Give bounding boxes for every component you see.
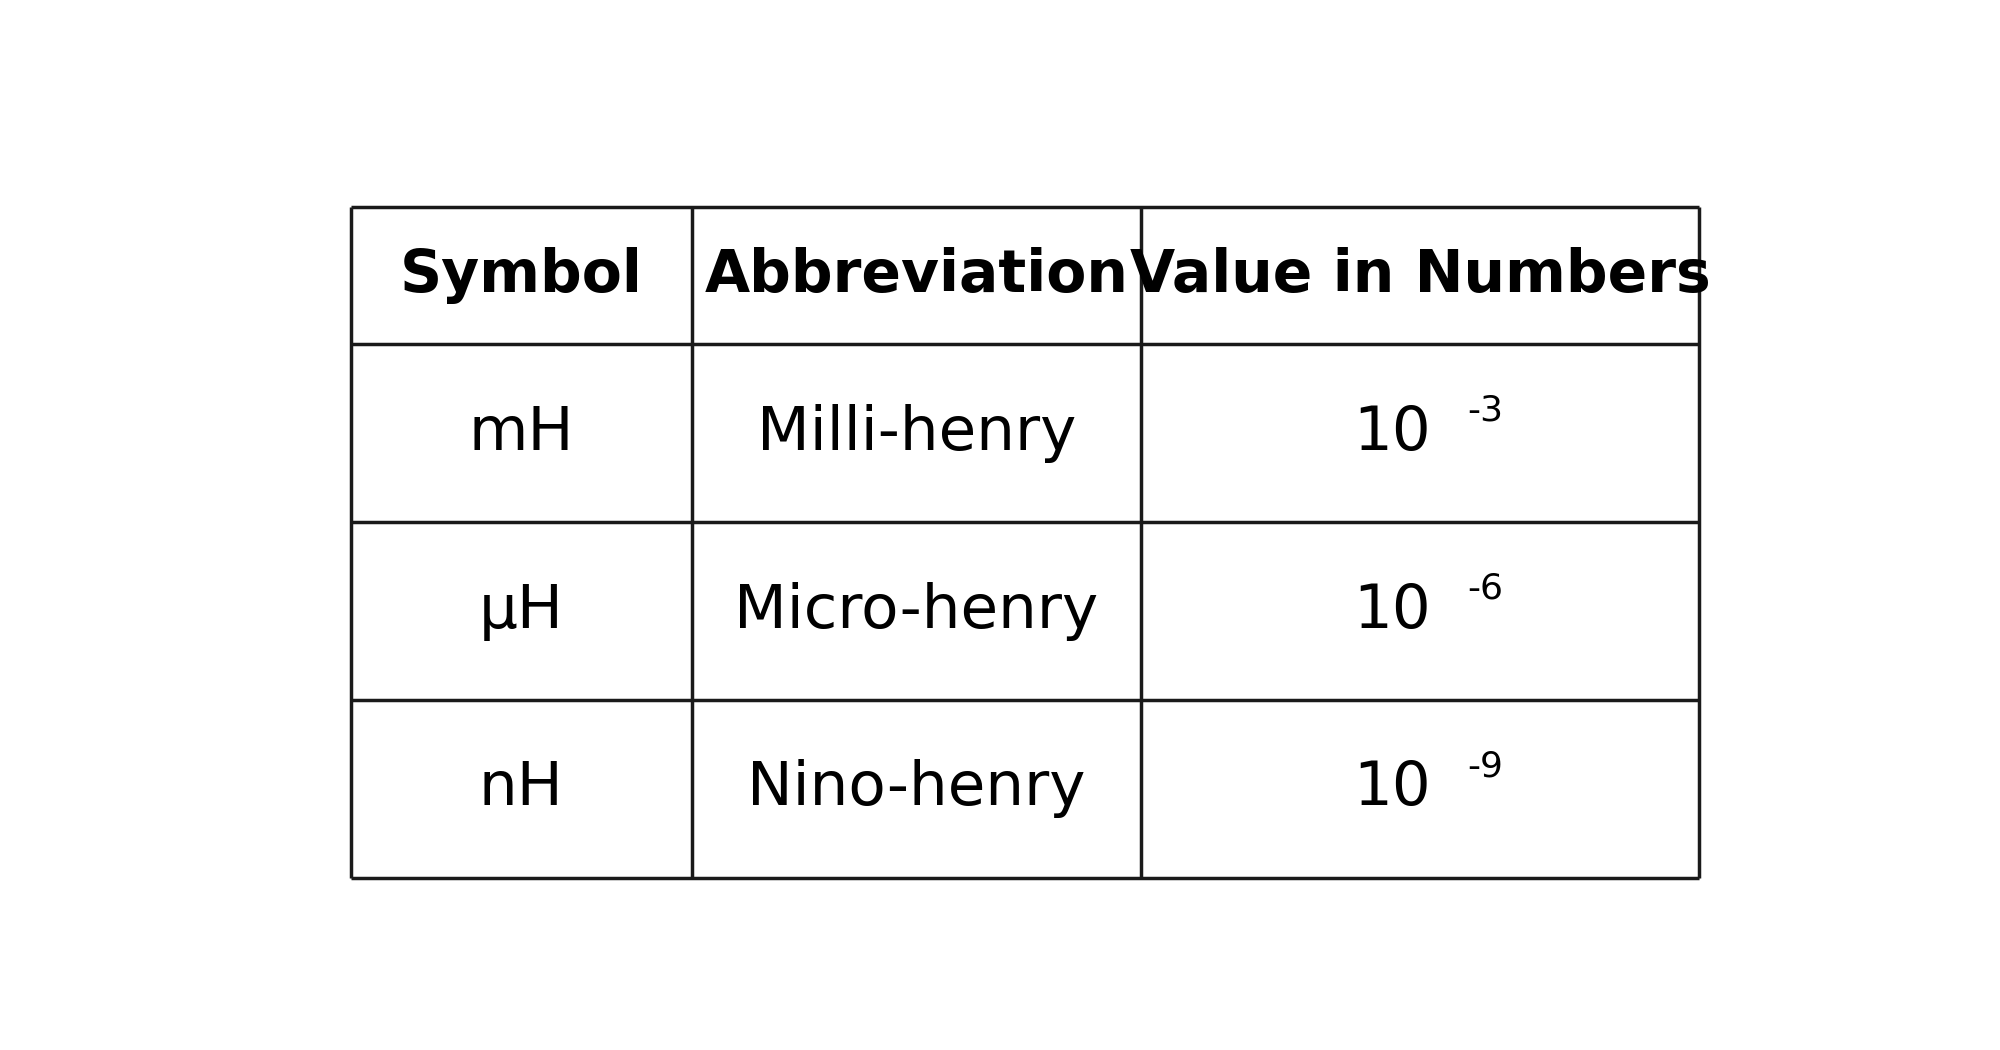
Text: Symbol: Symbol <box>400 247 642 304</box>
Text: Abbreviation: Abbreviation <box>704 247 1128 304</box>
Text: -9: -9 <box>1468 750 1504 783</box>
Text: 10: 10 <box>1354 582 1432 640</box>
Text: Milli-henry: Milli-henry <box>756 404 1076 463</box>
Text: -3: -3 <box>1468 394 1504 427</box>
Text: nH: nH <box>478 759 564 819</box>
Text: mH: mH <box>468 404 574 463</box>
Text: μH: μH <box>478 582 564 640</box>
Text: Nino-henry: Nino-henry <box>748 759 1086 819</box>
Text: -6: -6 <box>1468 571 1504 606</box>
Text: Micro-henry: Micro-henry <box>734 582 1098 640</box>
Text: 10: 10 <box>1354 759 1432 819</box>
Bar <box>350 207 1700 878</box>
Text: Value in Numbers: Value in Numbers <box>1130 247 1710 304</box>
Text: 10: 10 <box>1354 404 1432 463</box>
